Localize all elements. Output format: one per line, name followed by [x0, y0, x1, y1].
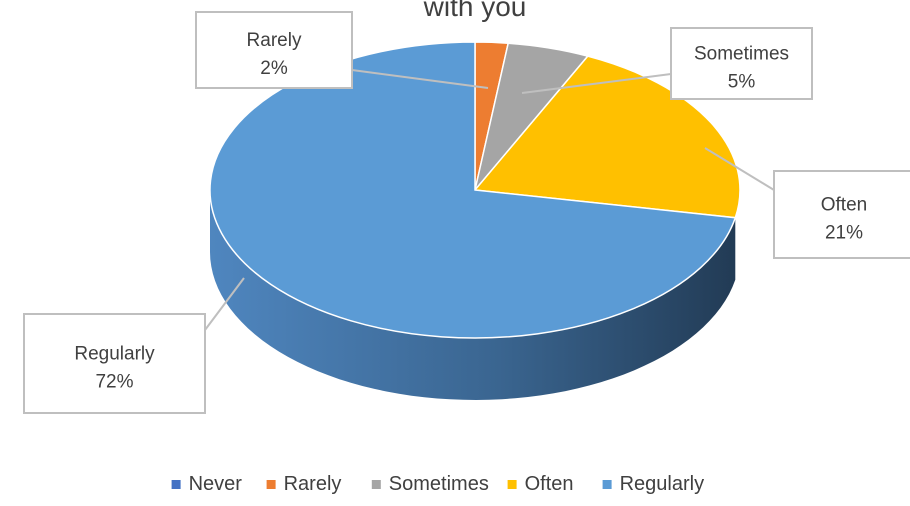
data-label-value: 2%	[260, 58, 288, 79]
data-label-value: 5%	[728, 72, 756, 93]
legend-item-never: Never	[171, 473, 243, 495]
data-label-category: Sometimes	[694, 44, 789, 65]
pie-side-regularly	[210, 190, 736, 400]
leader-line-sometimes	[521, 73, 672, 94]
legend-item-rarely: Rarely	[266, 473, 342, 495]
legend-item-sometimes: Sometimes	[371, 473, 489, 495]
legend-swatch	[171, 480, 181, 489]
data-label-rarely: Rarely 2%	[195, 11, 353, 89]
legend-label: Never	[189, 473, 243, 495]
data-label-category: Often	[821, 195, 867, 216]
data-label-category: Regularly	[74, 344, 155, 365]
legend-swatch	[266, 480, 276, 489]
data-label-often: Often 21%	[773, 170, 910, 259]
legend-label: Regularly	[620, 473, 704, 495]
legend-label: Sometimes	[389, 473, 489, 495]
data-label-category: Rarely	[247, 30, 302, 51]
leader-lines	[204, 69, 775, 331]
data-label-box	[773, 170, 910, 259]
data-label-regularly: Regularly 72%	[23, 313, 206, 414]
data-label-box	[195, 11, 353, 89]
data-label-value: 72%	[95, 372, 133, 393]
chart-title: with you	[423, 0, 527, 22]
legend-swatch	[602, 480, 612, 489]
legend-label: Rarely	[284, 473, 342, 495]
data-label-sometimes: Sometimes 5%	[670, 27, 813, 100]
data-labels: Rarely 2% Sometimes 5% Often 21% Regularly 72%	[23, 11, 910, 414]
leader-line-regularly	[204, 277, 245, 331]
legend: Never Rarely Sometimes Often Regularly	[171, 473, 704, 495]
legend-swatch	[371, 480, 381, 489]
legend-item-regularly: Regularly	[602, 473, 704, 495]
leader-line-often	[704, 147, 775, 191]
legend-item-often: Often	[507, 473, 574, 495]
leader-line-rarely	[351, 69, 489, 89]
legend-label: Often	[525, 473, 574, 495]
data-label-box	[23, 313, 206, 414]
data-label-box	[670, 27, 813, 100]
pie-layer	[209, 41, 741, 400]
legend-swatch	[507, 480, 517, 489]
data-label-value: 21%	[825, 223, 863, 244]
